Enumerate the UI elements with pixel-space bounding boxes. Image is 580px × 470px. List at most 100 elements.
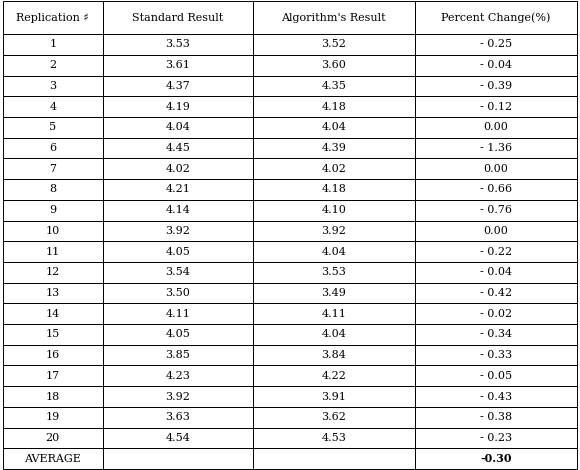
- Bar: [252, 282, 415, 303]
- Text: 4.04: 4.04: [165, 122, 190, 132]
- Text: 3.62: 3.62: [321, 412, 346, 422]
- Bar: [252, 34, 415, 55]
- Bar: [415, 96, 577, 117]
- Bar: [3, 262, 103, 282]
- Text: 0.00: 0.00: [484, 122, 509, 132]
- Text: - 0.76: - 0.76: [480, 205, 512, 215]
- Bar: [415, 448, 577, 469]
- Text: 3.53: 3.53: [165, 39, 190, 49]
- Bar: [103, 158, 252, 179]
- Text: -0.30: -0.30: [480, 453, 512, 464]
- Text: 3.91: 3.91: [321, 392, 346, 401]
- Bar: [252, 76, 415, 96]
- Text: - 0.04: - 0.04: [480, 267, 512, 277]
- Text: 4.04: 4.04: [321, 247, 346, 257]
- Text: 8: 8: [49, 184, 56, 195]
- Bar: [3, 55, 103, 76]
- Bar: [3, 1, 103, 34]
- Text: 18: 18: [46, 392, 60, 401]
- Bar: [3, 158, 103, 179]
- Bar: [252, 200, 415, 220]
- Text: - 0.04: - 0.04: [480, 60, 512, 70]
- Bar: [415, 55, 577, 76]
- Bar: [103, 428, 252, 448]
- Text: 3.61: 3.61: [165, 60, 190, 70]
- Bar: [3, 282, 103, 303]
- Bar: [415, 138, 577, 158]
- Bar: [415, 34, 577, 55]
- Text: 15: 15: [46, 329, 60, 339]
- Text: 4.02: 4.02: [165, 164, 190, 174]
- Bar: [252, 117, 415, 138]
- Bar: [103, 324, 252, 345]
- Bar: [252, 324, 415, 345]
- Bar: [252, 138, 415, 158]
- Text: 4.05: 4.05: [165, 247, 190, 257]
- Bar: [103, 262, 252, 282]
- Text: 4.14: 4.14: [165, 205, 190, 215]
- Text: 3.52: 3.52: [321, 39, 346, 49]
- Text: 3.54: 3.54: [165, 267, 190, 277]
- Bar: [3, 366, 103, 386]
- Bar: [3, 428, 103, 448]
- Bar: [252, 448, 415, 469]
- Text: 10: 10: [46, 226, 60, 236]
- Text: 4.04: 4.04: [321, 329, 346, 339]
- Bar: [103, 366, 252, 386]
- Bar: [252, 241, 415, 262]
- Bar: [3, 138, 103, 158]
- Text: - 0.25: - 0.25: [480, 39, 512, 49]
- Text: 5: 5: [49, 122, 56, 132]
- Text: 4.45: 4.45: [165, 143, 190, 153]
- Bar: [103, 96, 252, 117]
- Text: - 0.66: - 0.66: [480, 184, 512, 195]
- Bar: [415, 179, 577, 200]
- Text: 20: 20: [46, 433, 60, 443]
- Bar: [3, 179, 103, 200]
- Text: - 0.34: - 0.34: [480, 329, 512, 339]
- Text: 3.92: 3.92: [165, 392, 190, 401]
- Text: - 0.43: - 0.43: [480, 392, 512, 401]
- Text: Standard Result: Standard Result: [132, 13, 223, 23]
- Bar: [103, 76, 252, 96]
- Bar: [415, 200, 577, 220]
- Text: 4.22: 4.22: [321, 371, 346, 381]
- Text: AVERAGE: AVERAGE: [24, 454, 81, 464]
- Text: 2: 2: [49, 60, 56, 70]
- Bar: [415, 407, 577, 428]
- Text: 1: 1: [49, 39, 56, 49]
- Text: - 0.12: - 0.12: [480, 102, 512, 111]
- Text: 4.23: 4.23: [165, 371, 190, 381]
- Text: Algorithm's Result: Algorithm's Result: [281, 13, 386, 23]
- Bar: [103, 345, 252, 366]
- Bar: [103, 34, 252, 55]
- Text: - 1.36: - 1.36: [480, 143, 512, 153]
- Text: 4: 4: [49, 102, 56, 111]
- Bar: [103, 220, 252, 241]
- Bar: [252, 220, 415, 241]
- Bar: [103, 407, 252, 428]
- Bar: [415, 76, 577, 96]
- Text: 7: 7: [49, 164, 56, 174]
- Text: 3.92: 3.92: [321, 226, 346, 236]
- Bar: [103, 117, 252, 138]
- Bar: [415, 366, 577, 386]
- Text: 4.10: 4.10: [321, 205, 346, 215]
- Bar: [103, 179, 252, 200]
- Text: Percent Change(%): Percent Change(%): [441, 12, 550, 23]
- Bar: [415, 220, 577, 241]
- Text: 4.11: 4.11: [165, 309, 190, 319]
- Bar: [3, 345, 103, 366]
- Text: 4.37: 4.37: [165, 81, 190, 91]
- Text: 4.54: 4.54: [165, 433, 190, 443]
- Text: - 0.39: - 0.39: [480, 81, 512, 91]
- Text: 3.49: 3.49: [321, 288, 346, 298]
- Text: 14: 14: [46, 309, 60, 319]
- Bar: [103, 241, 252, 262]
- Bar: [252, 158, 415, 179]
- Bar: [103, 1, 252, 34]
- Text: 3.84: 3.84: [321, 350, 346, 360]
- Text: - 0.42: - 0.42: [480, 288, 512, 298]
- Text: 3: 3: [49, 81, 56, 91]
- Bar: [415, 1, 577, 34]
